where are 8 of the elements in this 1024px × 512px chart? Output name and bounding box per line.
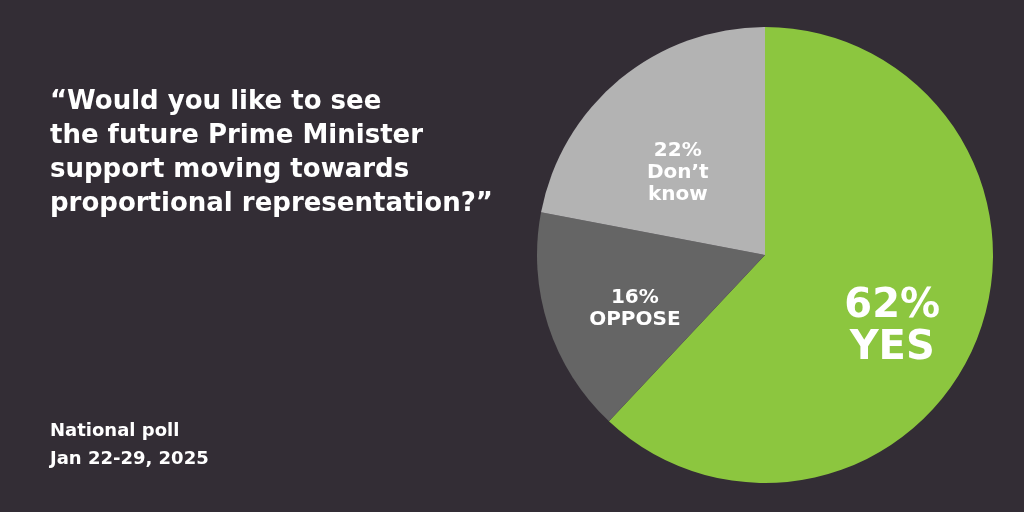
slice-label: Don’t know	[646, 158, 710, 205]
pie-slice	[537, 212, 765, 422]
data-label: 16%	[610, 284, 659, 309]
data-label: 22%	[653, 136, 702, 161]
pie-slice	[541, 27, 765, 255]
slice-label: OPPOSE	[589, 306, 681, 331]
text: National poll Jan 22-29, 2025	[48, 419, 209, 468]
text: “Would you like to see the future Prime Minister support moving towards proportional representation?”	[50, 85, 493, 217]
